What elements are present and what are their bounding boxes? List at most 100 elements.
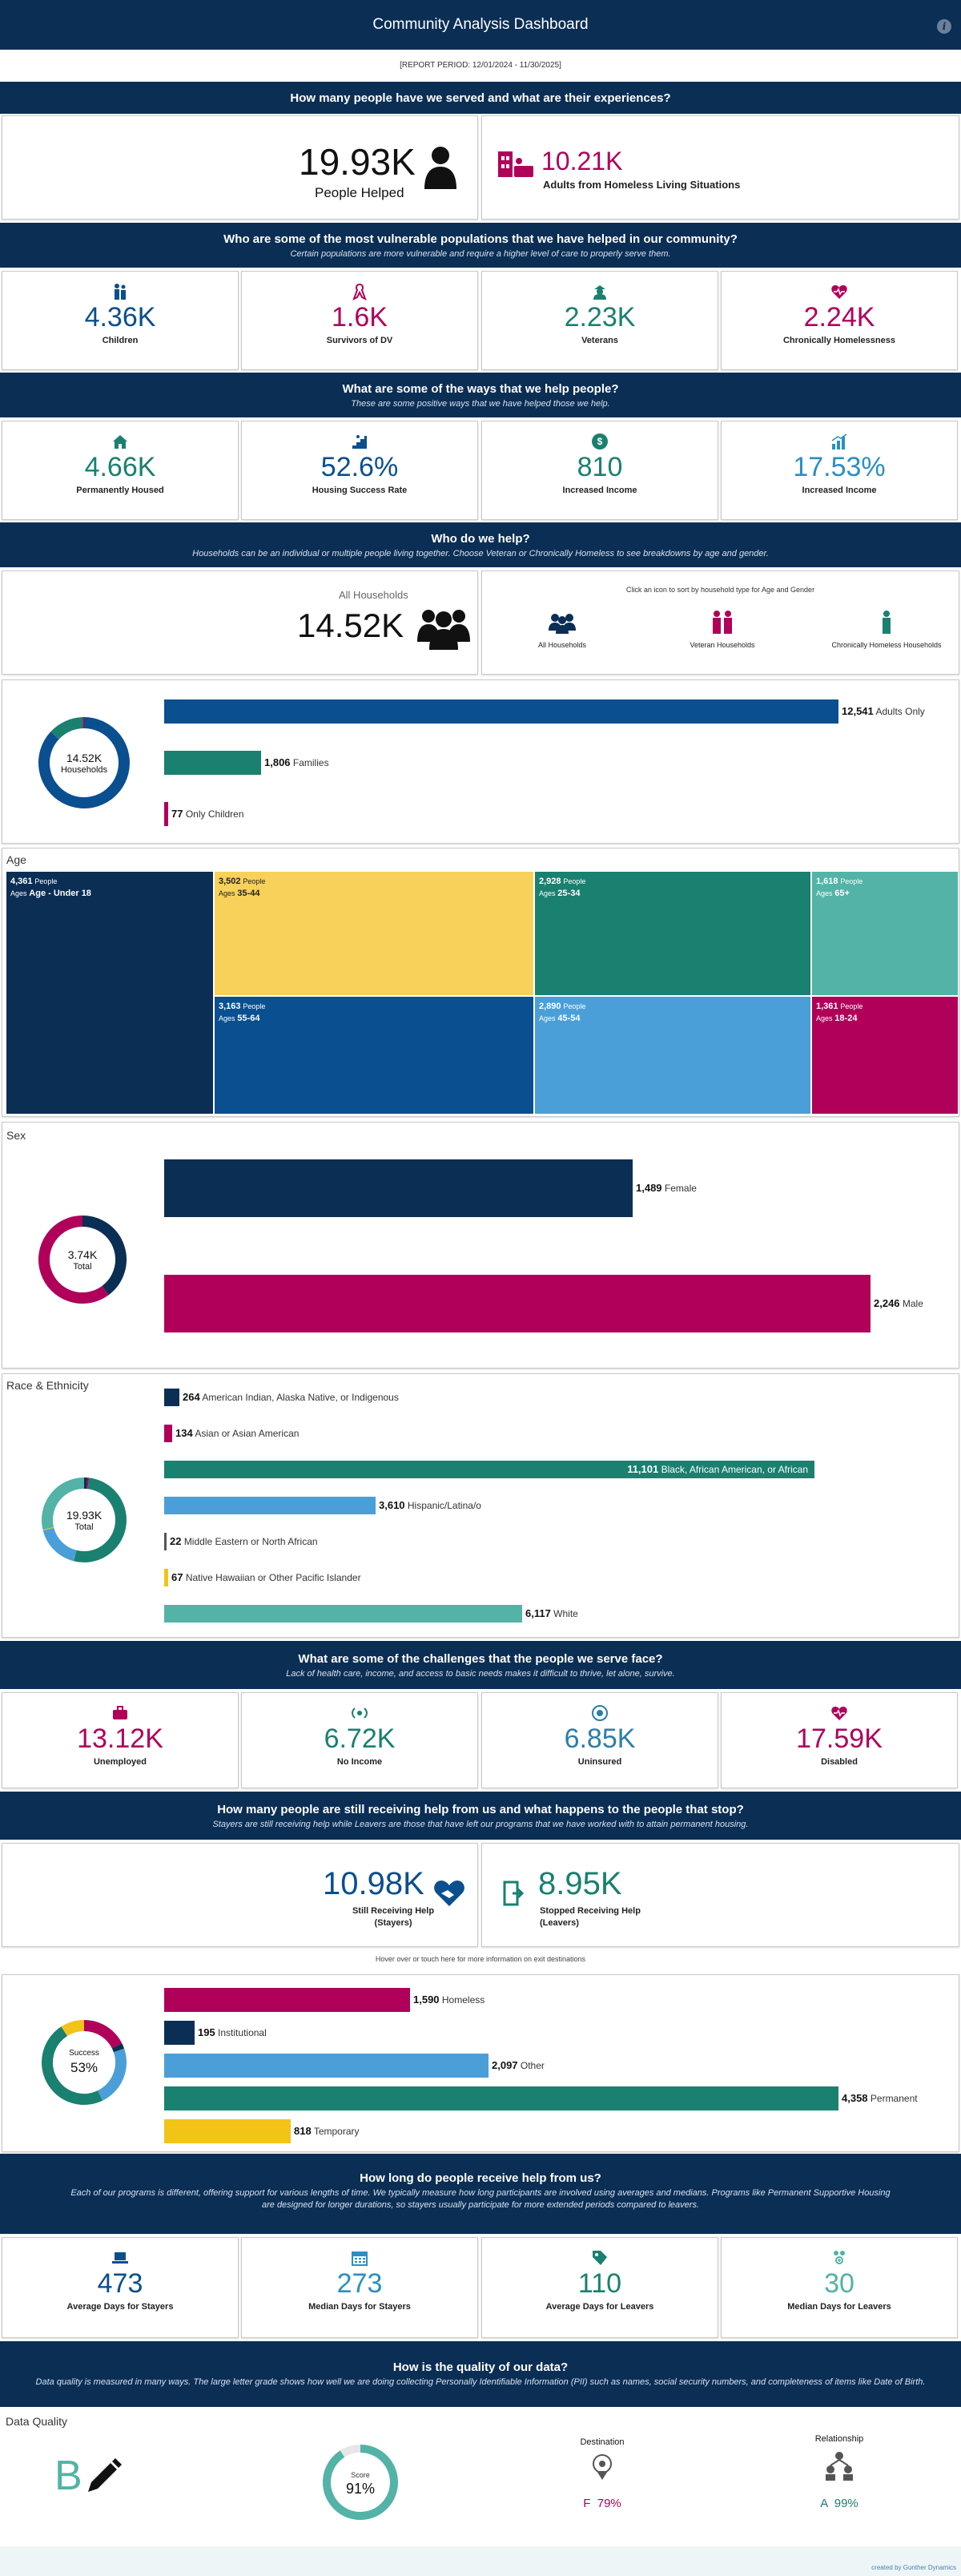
age-title: Age [6, 853, 26, 866]
age-people-unit: People [840, 1002, 863, 1010]
bar-value: 22 [170, 1535, 182, 1547]
donut-slice[interactable] [38, 1215, 109, 1304]
donut-slice[interactable] [42, 1527, 77, 1562]
donut-slice[interactable] [42, 2026, 103, 2105]
stayers-card: 10.98K Still Receiving Help (Stayers) [2, 1843, 478, 1947]
bar[interactable] [164, 751, 261, 775]
sex-donut [38, 1215, 127, 1304]
bar[interactable] [164, 1275, 871, 1332]
age-people-unit: People [243, 877, 266, 885]
tag-icon [593, 2251, 607, 2265]
age-people-value: 3,502 [219, 877, 241, 886]
section-stayers-band: How many people are still receiving help… [0, 1792, 961, 1840]
donut-slice[interactable] [97, 2048, 127, 2101]
age-cell[interactable]: 3,163 People Ages 55-64 [214, 996, 534, 1115]
relationship-icon [826, 2452, 853, 2481]
donut-slice[interactable] [61, 2020, 85, 2037]
bar-value: 2,246 [874, 1297, 900, 1309]
age-cell[interactable]: 1,361 People Ages 18-24 [811, 996, 959, 1115]
kpi-icon-wrap [722, 2249, 957, 2267]
bar[interactable] [164, 699, 838, 724]
bar[interactable] [164, 1569, 168, 1586]
age-cell[interactable]: 3,502 People Ages 35-44 [214, 871, 534, 996]
kpi-icon-wrap: $ [482, 433, 718, 450]
bar[interactable] [164, 2021, 195, 2045]
section-served-band: How many people have we served and what … [0, 82, 961, 114]
stairs-icon [352, 435, 367, 449]
bar[interactable] [164, 1497, 376, 1514]
race-chart-card: Race & Ethnicity 19.93K Total 264 Americ… [2, 1373, 959, 1638]
section-quality-sub: Data quality is measured in many ways. T… [35, 2377, 926, 2387]
bar-category: Asian or Asian American [195, 1428, 300, 1439]
bar-label: 195 Institutional [198, 2026, 267, 2038]
age-cell-range: Ages Age - Under 18 [10, 888, 209, 900]
bar[interactable] [164, 2086, 838, 2110]
bar[interactable] [164, 1605, 522, 1623]
donut-slice[interactable] [42, 1477, 85, 1530]
bar[interactable] [164, 1159, 633, 1217]
bar[interactable] [164, 1533, 167, 1550]
bar-category: American Indian, Alaska Native, or Indig… [202, 1392, 399, 1403]
stayers-label-2: (Stayers) [374, 1918, 412, 1928]
sex-title: Sex [6, 1129, 26, 1142]
sex-donut-label: Total [73, 1262, 92, 1272]
bar-label: 11,101 Black, African American, or Afric… [164, 1463, 808, 1475]
info-icon[interactable]: i [937, 19, 951, 34]
donut-slice[interactable] [50, 717, 83, 740]
age-cell[interactable]: 2,928 People Ages 25-34 [534, 871, 811, 996]
donut-slice[interactable] [111, 2043, 125, 2053]
quality-grade: B [54, 2453, 82, 2499]
section-served-question: How many people have we served and what … [290, 91, 671, 105]
filter-all-households[interactable]: All Households [522, 613, 602, 649]
age-cell[interactable]: 2,890 People Ages 45-54 [534, 996, 811, 1115]
age-cell[interactable]: 1,618 People Ages 65+ [811, 871, 959, 996]
age-cell[interactable]: 4,361 People Ages Age - Under 18 [6, 871, 214, 1115]
section-who-sub: Households can be an individual or multi… [192, 549, 769, 558]
house-icon [113, 435, 127, 449]
bar[interactable] [164, 1389, 179, 1406]
s3-kpi-value: 4.66K [84, 452, 156, 482]
kpi-icon-wrap [482, 2249, 718, 2267]
ribbon-icon [352, 283, 367, 301]
s5-kpi-card: 17.59K Disabled [721, 1692, 958, 1788]
filter-veteran-households[interactable]: Veteran Households [674, 610, 770, 649]
section-challenges-band: What are some of the challenges that the… [0, 1641, 961, 1689]
bar-value: 4,358 [842, 2092, 868, 2104]
age-ages-label: Ages [816, 1014, 833, 1022]
bar[interactable] [164, 2119, 291, 2143]
age-cell-range: Ages 55-64 [219, 1013, 529, 1025]
bar[interactable] [164, 1988, 410, 2012]
race-donut-label: Total [74, 1522, 94, 1532]
bar-category: Permanent [870, 2093, 918, 2104]
donut-slice[interactable] [82, 1215, 127, 1296]
destinations-donut-value: 53% [70, 2060, 99, 2075]
s5-kpi-label: No Income [336, 1757, 383, 1767]
s2-kpi-card: 2.23K Veterans [481, 271, 718, 370]
s3-kpi-value: 17.53% [793, 452, 886, 482]
filter-chronic-households[interactable]: Chronically Homeless Households [822, 610, 951, 649]
homeless-adults-card: 10.21K Adults from Homeless Living Situa… [481, 115, 959, 220]
signal-icon [352, 1707, 368, 1719]
bar-category: Black, African American, or African [661, 1464, 808, 1475]
s5-kpi-label: Uninsured [577, 1757, 622, 1767]
bar[interactable] [164, 1461, 814, 1478]
s5-kpi-label: Disabled [821, 1757, 858, 1767]
hover-note[interactable]: Hover over or touch here for more inform… [375, 1955, 586, 1963]
calendar-icon [352, 2251, 368, 2266]
bar-value: 134 [175, 1427, 193, 1439]
s7-kpi-label: Median Days for Leavers [787, 2302, 891, 2312]
donut-slice[interactable] [38, 717, 130, 808]
bar[interactable] [164, 802, 168, 826]
age-people-value: 3,163 [219, 1002, 241, 1011]
bar-value: 818 [294, 2125, 312, 2137]
all-households-value: 14.52K [297, 607, 404, 644]
s3-kpi-label: Increased Income [562, 486, 637, 495]
donut-slice[interactable] [73, 1477, 127, 1562]
bar[interactable] [164, 1425, 172, 1442]
kpi-icon-wrap [242, 283, 477, 301]
all-households-label: All Households [339, 589, 408, 601]
age-cell-range: Ages 45-54 [539, 1013, 806, 1025]
donut-slice[interactable] [83, 2020, 123, 2049]
bar[interactable] [164, 2054, 489, 2078]
age-cell-people: 4,361 People [10, 876, 209, 888]
